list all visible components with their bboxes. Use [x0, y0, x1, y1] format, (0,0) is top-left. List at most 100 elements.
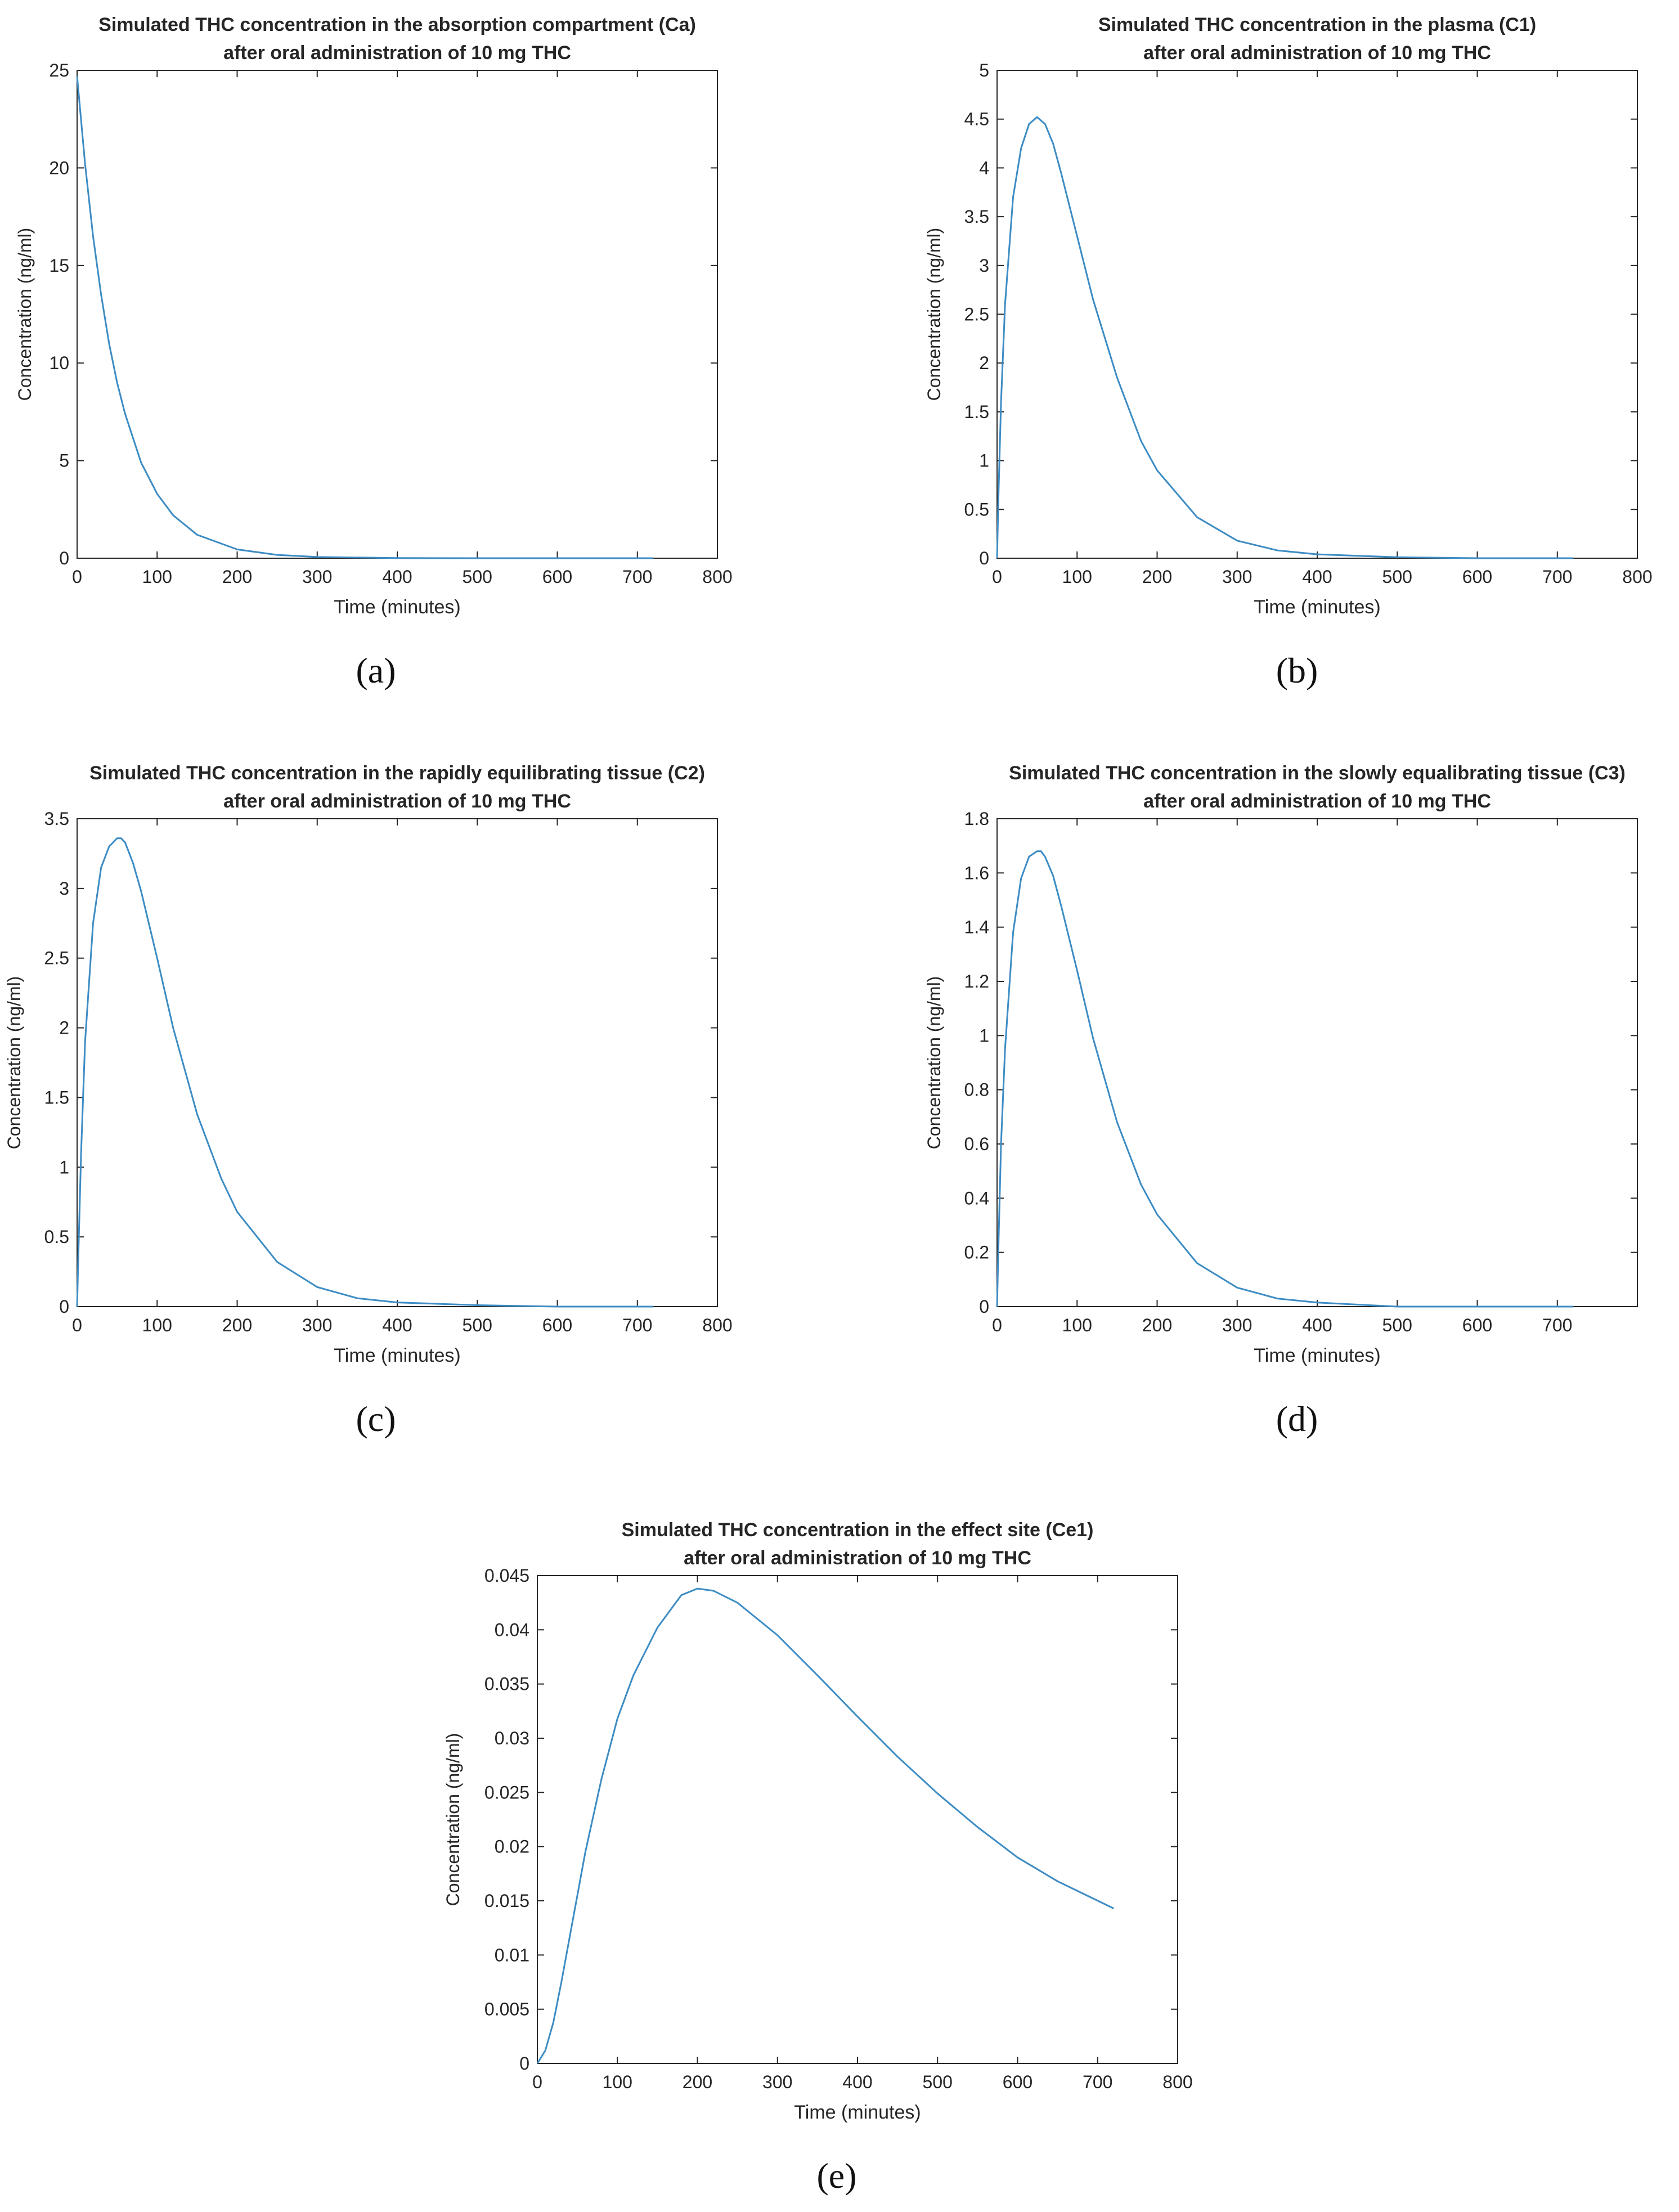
- x-axis-label: Time (minutes): [334, 1345, 460, 1366]
- y-tick-label: 1.5: [44, 1087, 69, 1107]
- y-tick-label: 0: [979, 548, 989, 568]
- x-tick-label: 700: [1542, 1315, 1572, 1335]
- chart-title-line: after oral administration of 10 mg THC: [223, 791, 571, 812]
- chart-title-line: Simulated THC concentration in the plasm…: [1098, 14, 1536, 35]
- y-tick-label: 4.5: [964, 109, 989, 129]
- y-tick-label: 0.6: [964, 1134, 989, 1154]
- y-tick-label: 3: [59, 878, 69, 899]
- x-tick-label: 300: [1222, 1315, 1252, 1335]
- caption-a: (a): [356, 650, 396, 690]
- x-tick-label: 100: [1062, 567, 1092, 587]
- y-tick-label: 5: [979, 60, 989, 80]
- x-tick-label: 0: [992, 1315, 1002, 1335]
- y-tick-label: 0: [519, 2053, 529, 2074]
- x-tick-label: 400: [842, 2072, 872, 2092]
- y-tick-label: 2: [59, 1018, 69, 1038]
- y-tick-label: 1.6: [964, 863, 989, 883]
- x-tick-label: 700: [622, 1315, 652, 1335]
- y-axis-label: Concentration (ng/ml): [443, 1733, 463, 1906]
- series-line-c1: [996, 116, 1574, 559]
- chart-title-line: Simulated THC concentration in the absor…: [98, 14, 696, 35]
- y-tick-label: 3: [979, 255, 989, 276]
- chart-title-line: after oral administration of 10 mg THC: [1143, 791, 1491, 812]
- y-tick-label: 1.8: [964, 809, 989, 829]
- y-tick-label: 0.01: [495, 1945, 529, 1965]
- x-axis-label: Time (minutes): [794, 2102, 921, 2123]
- chart-title-line: Simulated THC concentration in the rapid…: [89, 762, 705, 784]
- y-tick-label: 0.5: [964, 499, 989, 519]
- x-tick-label: 0: [992, 567, 1002, 587]
- chart-panel-b: Simulated THC concentration in the plasm…: [924, 14, 1653, 618]
- series-line-c3: [996, 850, 1574, 1308]
- x-tick-label: 200: [222, 1315, 252, 1335]
- x-tick-label: 200: [1142, 1315, 1172, 1335]
- x-tick-label: 500: [923, 2072, 953, 2092]
- y-tick-label: 25: [49, 60, 69, 80]
- y-tick-label: 1.2: [964, 971, 989, 991]
- chart-title-line: after oral administration of 10 mg THC: [223, 42, 571, 64]
- y-tick-label: 0.025: [484, 1782, 529, 1802]
- y-tick-label: 3.5: [964, 207, 989, 227]
- x-tick-label: 100: [1062, 1315, 1092, 1335]
- y-axis-label: Concentration (ng/ml): [924, 228, 944, 401]
- x-tick-label: 500: [463, 1315, 492, 1335]
- series-line-ca: [76, 76, 654, 559]
- x-tick-label: 400: [382, 567, 412, 587]
- chart-panel-e: Simulated THC concentration in the effec…: [443, 1519, 1193, 2123]
- y-tick-label: 1.5: [964, 402, 989, 422]
- chart-panel-c: Simulated THC concentration in the rapid…: [4, 762, 733, 1366]
- y-tick-label: 3.5: [44, 809, 69, 829]
- y-tick-label: 0: [59, 1296, 69, 1317]
- x-tick-label: 100: [142, 1315, 172, 1335]
- plot-area: [537, 1575, 1178, 2064]
- x-tick-label: 200: [683, 2072, 712, 2092]
- x-tick-label: 600: [1003, 2072, 1032, 2092]
- y-tick-label: 0.03: [495, 1728, 529, 1748]
- plot-area: [77, 818, 718, 1307]
- y-tick-label: 10: [49, 353, 69, 373]
- series-line-ce1: [536, 1587, 1114, 2064]
- y-axis-label: Concentration (ng/ml): [4, 976, 24, 1150]
- y-tick-label: 0.4: [964, 1188, 989, 1208]
- x-tick-label: 400: [1302, 1315, 1332, 1335]
- y-tick-label: 15: [49, 255, 69, 276]
- y-tick-label: 0: [59, 548, 69, 568]
- x-axis-label: Time (minutes): [1254, 1345, 1380, 1366]
- x-tick-label: 0: [532, 2072, 542, 2092]
- x-tick-label: 0: [72, 567, 82, 587]
- x-tick-label: 600: [542, 1315, 572, 1335]
- chart-panel-a: Simulated THC concentration in the absor…: [15, 14, 733, 618]
- x-tick-label: 300: [1222, 567, 1252, 587]
- x-tick-label: 500: [1382, 1315, 1412, 1335]
- y-tick-label: 0.5: [44, 1227, 69, 1247]
- x-tick-label: 300: [762, 2072, 792, 2092]
- y-tick-label: 0.035: [484, 1674, 529, 1694]
- x-axis-label: Time (minutes): [334, 596, 460, 618]
- chart-title-line: after oral administration of 10 mg THC: [684, 1547, 1031, 1569]
- x-tick-label: 200: [222, 567, 252, 587]
- x-tick-label: 400: [382, 1315, 412, 1335]
- x-tick-label: 500: [1382, 567, 1412, 587]
- x-tick-label: 400: [1302, 567, 1332, 587]
- y-tick-label: 0.045: [484, 1565, 529, 1586]
- y-tick-label: 2.5: [964, 304, 989, 325]
- x-tick-label: 300: [302, 567, 332, 587]
- y-tick-label: 0: [979, 1296, 989, 1317]
- y-tick-label: 20: [49, 158, 69, 178]
- caption-c: (c): [356, 1399, 396, 1439]
- y-tick-label: 4: [979, 158, 989, 178]
- x-tick-label: 700: [1083, 2072, 1112, 2092]
- y-tick-label: 1.4: [964, 917, 989, 937]
- y-tick-label: 0.8: [964, 1080, 989, 1100]
- x-tick-label: 700: [1542, 567, 1572, 587]
- x-tick-label: 300: [302, 1315, 332, 1335]
- plot-area: [996, 818, 1638, 1307]
- plot-area: [77, 70, 718, 559]
- y-tick-label: 0.005: [484, 1999, 529, 2020]
- x-tick-label: 100: [603, 2072, 632, 2092]
- y-tick-label: 0.04: [495, 1619, 529, 1640]
- chart-title-line: Simulated THC concentration in the slowl…: [1009, 762, 1626, 784]
- x-tick-label: 600: [1462, 1315, 1492, 1335]
- x-tick-label: 700: [622, 567, 652, 587]
